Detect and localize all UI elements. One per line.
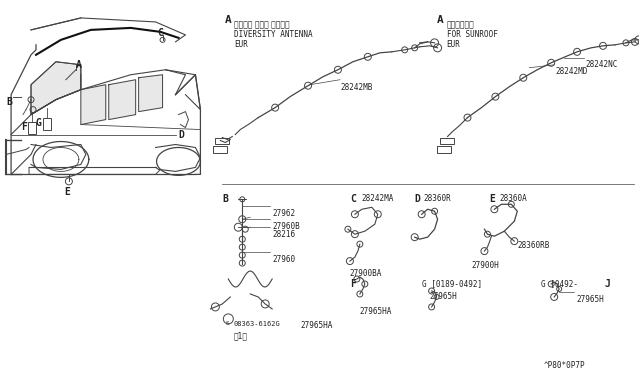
Polygon shape <box>31 62 81 115</box>
Text: EUR: EUR <box>447 40 460 49</box>
Text: 27900BA: 27900BA <box>350 269 382 278</box>
Text: 27962: 27962 <box>272 209 295 218</box>
Text: （1）: （1） <box>234 332 247 341</box>
Text: G: G <box>36 118 42 128</box>
Bar <box>216 138 229 144</box>
Text: 28242MD: 28242MD <box>555 67 588 76</box>
Text: 28216: 28216 <box>272 230 295 239</box>
Text: DIVERSITY ANTENNA: DIVERSITY ANTENNA <box>234 30 313 39</box>
Text: 27965H: 27965H <box>429 292 458 301</box>
Text: 27960: 27960 <box>272 255 295 264</box>
Polygon shape <box>139 75 163 112</box>
Text: C: C <box>350 194 356 204</box>
Text: F: F <box>21 122 27 132</box>
Text: 08363-6162G: 08363-6162G <box>234 321 280 327</box>
Text: G [0492-: G [0492- <box>541 279 578 288</box>
Text: 28242MB: 28242MB <box>341 83 373 92</box>
Text: FOR SUNROOF: FOR SUNROOF <box>447 30 497 39</box>
Text: 27965HA: 27965HA <box>300 321 332 330</box>
Text: ^P80*0P7P: ^P80*0P7P <box>544 361 586 370</box>
Text: E: E <box>64 187 70 197</box>
Text: EUR: EUR <box>234 40 248 49</box>
Text: ダイバー シティ アンテナ: ダイバー シティ アンテナ <box>234 20 290 29</box>
Text: 27965H: 27965H <box>576 295 604 304</box>
Text: 27900H: 27900H <box>472 261 499 270</box>
Bar <box>440 138 454 144</box>
Text: A: A <box>225 15 231 25</box>
Text: B: B <box>6 97 12 107</box>
Text: サンルーフ用: サンルーフ用 <box>447 20 474 29</box>
Text: 28242NC: 28242NC <box>585 60 618 69</box>
Text: B: B <box>222 194 228 204</box>
Text: D: D <box>415 194 420 204</box>
Text: D: D <box>179 129 184 140</box>
Bar <box>28 122 36 134</box>
Text: 27960B: 27960B <box>272 222 300 231</box>
Text: E: E <box>490 194 495 204</box>
Text: A: A <box>436 15 444 25</box>
Text: J: J <box>604 279 610 289</box>
Polygon shape <box>81 85 106 125</box>
Text: G [0189-0492]: G [0189-0492] <box>422 279 482 288</box>
Text: 27965HA: 27965HA <box>360 307 392 316</box>
Text: 28242MA: 28242MA <box>362 194 394 203</box>
Text: 28360RB: 28360RB <box>517 241 550 250</box>
Text: C: C <box>157 28 163 38</box>
Text: S: S <box>225 321 229 326</box>
Polygon shape <box>109 80 136 119</box>
Bar <box>436 147 451 154</box>
Text: 28360R: 28360R <box>424 194 451 203</box>
Text: 28360A: 28360A <box>499 194 527 203</box>
Bar <box>43 118 51 129</box>
Bar <box>213 147 227 154</box>
Text: A: A <box>76 60 82 70</box>
Text: F: F <box>350 279 356 289</box>
